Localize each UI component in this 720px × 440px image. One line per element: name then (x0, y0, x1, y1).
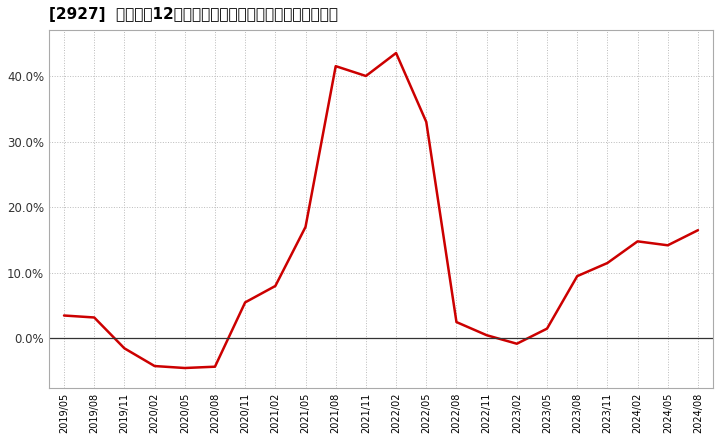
Text: [2927]  売上高の12か月移動合計の対前年同期増減率の推移: [2927] 売上高の12か月移動合計の対前年同期増減率の推移 (49, 7, 338, 22)
